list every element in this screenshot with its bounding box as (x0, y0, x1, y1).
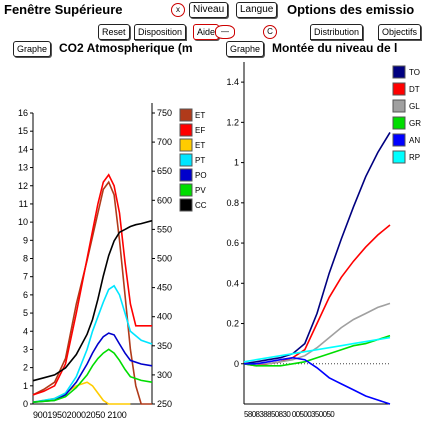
left-tick-label: 9 (23, 235, 28, 245)
legend-swatch-po (179, 168, 193, 182)
y-tick-label: 0.8 (226, 198, 239, 208)
left-tick-label: 12 (18, 181, 28, 191)
y-tick-label: 0.6 (226, 238, 239, 248)
left-tick-label: 7 (23, 272, 28, 282)
legend-swatch-ef (179, 123, 193, 137)
legend-label-an: AN (409, 136, 420, 145)
tab-distribution[interactable]: Distribution (310, 24, 364, 40)
tab-objectifs[interactable]: Objectifs (378, 24, 422, 40)
legend-swatch-pv (179, 183, 193, 197)
reset-button[interactable]: Reset (98, 24, 130, 40)
legend-swatch-rp (392, 150, 406, 164)
c-button[interactable]: C (263, 25, 277, 39)
legend-label-gr: GR (409, 119, 421, 128)
series-line-gl (244, 302, 391, 365)
legend-label-cc: CC (195, 201, 207, 210)
series-line-rp (243, 336, 391, 363)
y-tick-label: 0 (234, 359, 239, 369)
right-tick-label: 700 (157, 137, 172, 147)
legend-label-pt: PT (195, 156, 205, 165)
sea-level-chart: 0 0.2 0.4 0.6 0.8 1 1.2 1.4 TO DT GL GR AN RP (226, 62, 421, 405)
right-panel-title: Montée du niveau de l (272, 41, 398, 55)
right-tick-label: 400 (157, 312, 172, 322)
legend-label-to: TO (409, 68, 420, 77)
left-tick-label: 13 (18, 163, 28, 173)
right-tick-label: 650 (157, 166, 172, 176)
series-line-an (244, 356, 391, 405)
left-tick-label: 5 (23, 308, 28, 318)
left-tick-label: 6 (23, 290, 28, 300)
left-tick-label: 2 (23, 363, 28, 373)
left-tick-label: 11 (19, 199, 28, 209)
legend-label-et: ET (195, 141, 205, 150)
legend-swatch-to (392, 65, 406, 79)
left-panel-title: CO2 Atmospherique (m (59, 41, 193, 55)
left-tick-label: 8 (23, 254, 28, 264)
tab-disposition[interactable]: Disposition (134, 24, 187, 40)
series-line-to (243, 131, 391, 365)
legend-swatch-cc (179, 198, 193, 212)
series-line-ef-1 (32, 173, 152, 396)
left-tick-label: 0 (23, 399, 28, 409)
right-graph-button[interactable]: Graphe (226, 41, 265, 57)
y-tick-label: 0.4 (226, 278, 239, 288)
left-tick-label: 16 (18, 108, 28, 118)
legend-swatch-gl (392, 99, 406, 113)
legend-label-dt: DT (409, 85, 420, 94)
right-chart-panel: 0 0.2 0.4 0.6 0.8 1 1.2 1.4 TO DT GL GR AN RP 5808388… (214, 58, 428, 426)
left-tick-label: 10 (18, 217, 28, 227)
series-line-pv-5 (32, 348, 153, 403)
window-title: Fenêtre Supérieure (4, 2, 123, 17)
legend-swatch-et (179, 108, 193, 122)
left-tick-label: 1 (23, 381, 28, 391)
series-line-gr (243, 334, 391, 367)
y-tick-label: 1.2 (226, 117, 239, 127)
dash-button[interactable]: — (215, 25, 235, 39)
langue-button[interactable]: Langue (236, 2, 278, 18)
right-tick-label: 300 (157, 370, 172, 380)
legend-swatch-pt (179, 153, 193, 167)
left-tick-label: 3 (23, 344, 28, 354)
legend-label-ef: EF (195, 126, 205, 135)
legend-label-pv: PV (195, 186, 206, 195)
legend-swatch-dt (392, 82, 406, 96)
right-tick-label: 450 (157, 283, 172, 293)
left-graph-button[interactable]: Graphe (13, 41, 52, 57)
left-tick-label: 15 (18, 126, 28, 136)
close-icon[interactable]: x (171, 3, 185, 17)
y-tick-label: 0.2 (226, 319, 239, 329)
niveau-button[interactable]: Niveau (189, 2, 229, 18)
emission-options-title: Options des emissio (287, 2, 415, 17)
left-tick-label: 14 (18, 144, 28, 154)
y-tick-label: 1.4 (226, 77, 239, 87)
y-tick-label: 1 (234, 158, 239, 168)
series-line-pt-3 (32, 284, 153, 403)
series-line-et-0 (32, 180, 152, 405)
legend-swatch-gr (392, 116, 406, 130)
legend-label-rp: RP (409, 153, 420, 162)
left-chart-panel: 0 1 2 3 4 5 6 7 8 9 10 11 12 13 14 15 16 250 300 350 400 450 5… (0, 58, 214, 426)
right-tick-label: 600 (157, 195, 172, 205)
right-tick-label: 350 (157, 341, 172, 351)
series-line-dt (243, 224, 391, 367)
co2-chart: 0123456789101112131415162503003504004505… (18, 103, 207, 409)
left-x-axis-label: 900195020002050 2100 (33, 410, 127, 420)
right-x-axis-label: 580838850830 00500350050 (244, 410, 335, 419)
legend-label-gl: GL (409, 102, 420, 111)
legend-label-et: ET (195, 111, 205, 120)
left-tick-label: 4 (23, 326, 28, 336)
legend-swatch-an (392, 133, 406, 147)
legend-label-po: PO (195, 171, 207, 180)
right-tick-label: 750 (157, 108, 172, 118)
right-tick-label: 550 (157, 224, 172, 234)
right-tick-label: 250 (157, 399, 172, 409)
series-line-po-4 (32, 332, 153, 403)
legend-swatch-et (179, 138, 193, 152)
right-tick-label: 500 (157, 254, 172, 264)
series-line-cc-6 (32, 219, 153, 382)
